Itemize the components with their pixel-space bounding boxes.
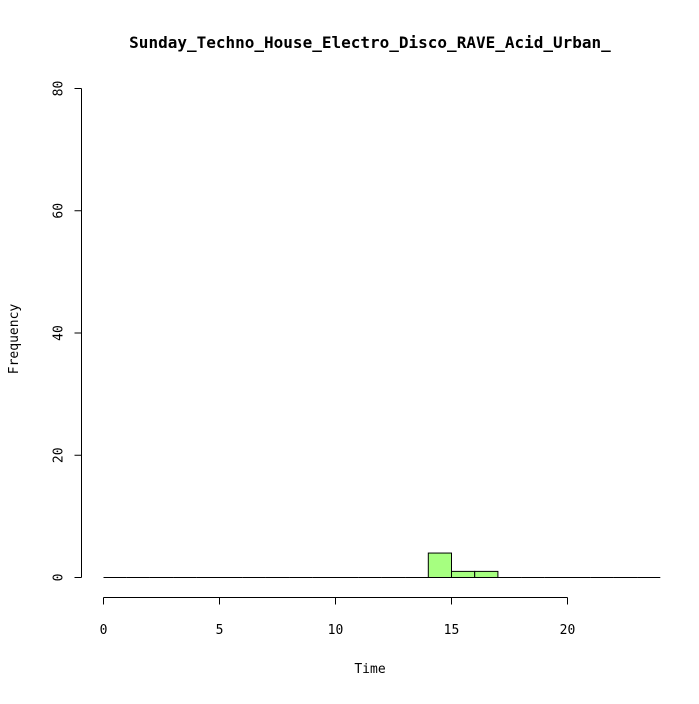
histogram-bar (474, 570, 499, 579)
y-axis: 0 20 40 60 80 (52, 81, 82, 582)
y-tick-label: 20 (52, 447, 67, 463)
chart-title: Sunday_Techno_House_Electro_Disco_RAVE_A… (129, 33, 611, 52)
histogram-bar (451, 570, 476, 579)
x-tick-label: 15 (444, 623, 460, 638)
x-tick-label: 20 (560, 623, 576, 638)
x-tick-label: 0 (100, 623, 108, 638)
histogram-bars (103, 552, 661, 579)
y-tick-label: 60 (52, 203, 67, 219)
y-tick-label: 40 (52, 325, 67, 341)
y-tick-label: 80 (52, 81, 67, 97)
x-axis-label: Time (354, 662, 385, 677)
y-tick-label: 0 (52, 574, 67, 582)
x-tick-label: 10 (328, 623, 344, 638)
x-axis: 0 5 10 15 20 (100, 597, 576, 638)
x-tick-label: 5 (216, 623, 224, 638)
histogram-bar (427, 552, 452, 578)
y-axis-label: Frequency (7, 304, 22, 375)
